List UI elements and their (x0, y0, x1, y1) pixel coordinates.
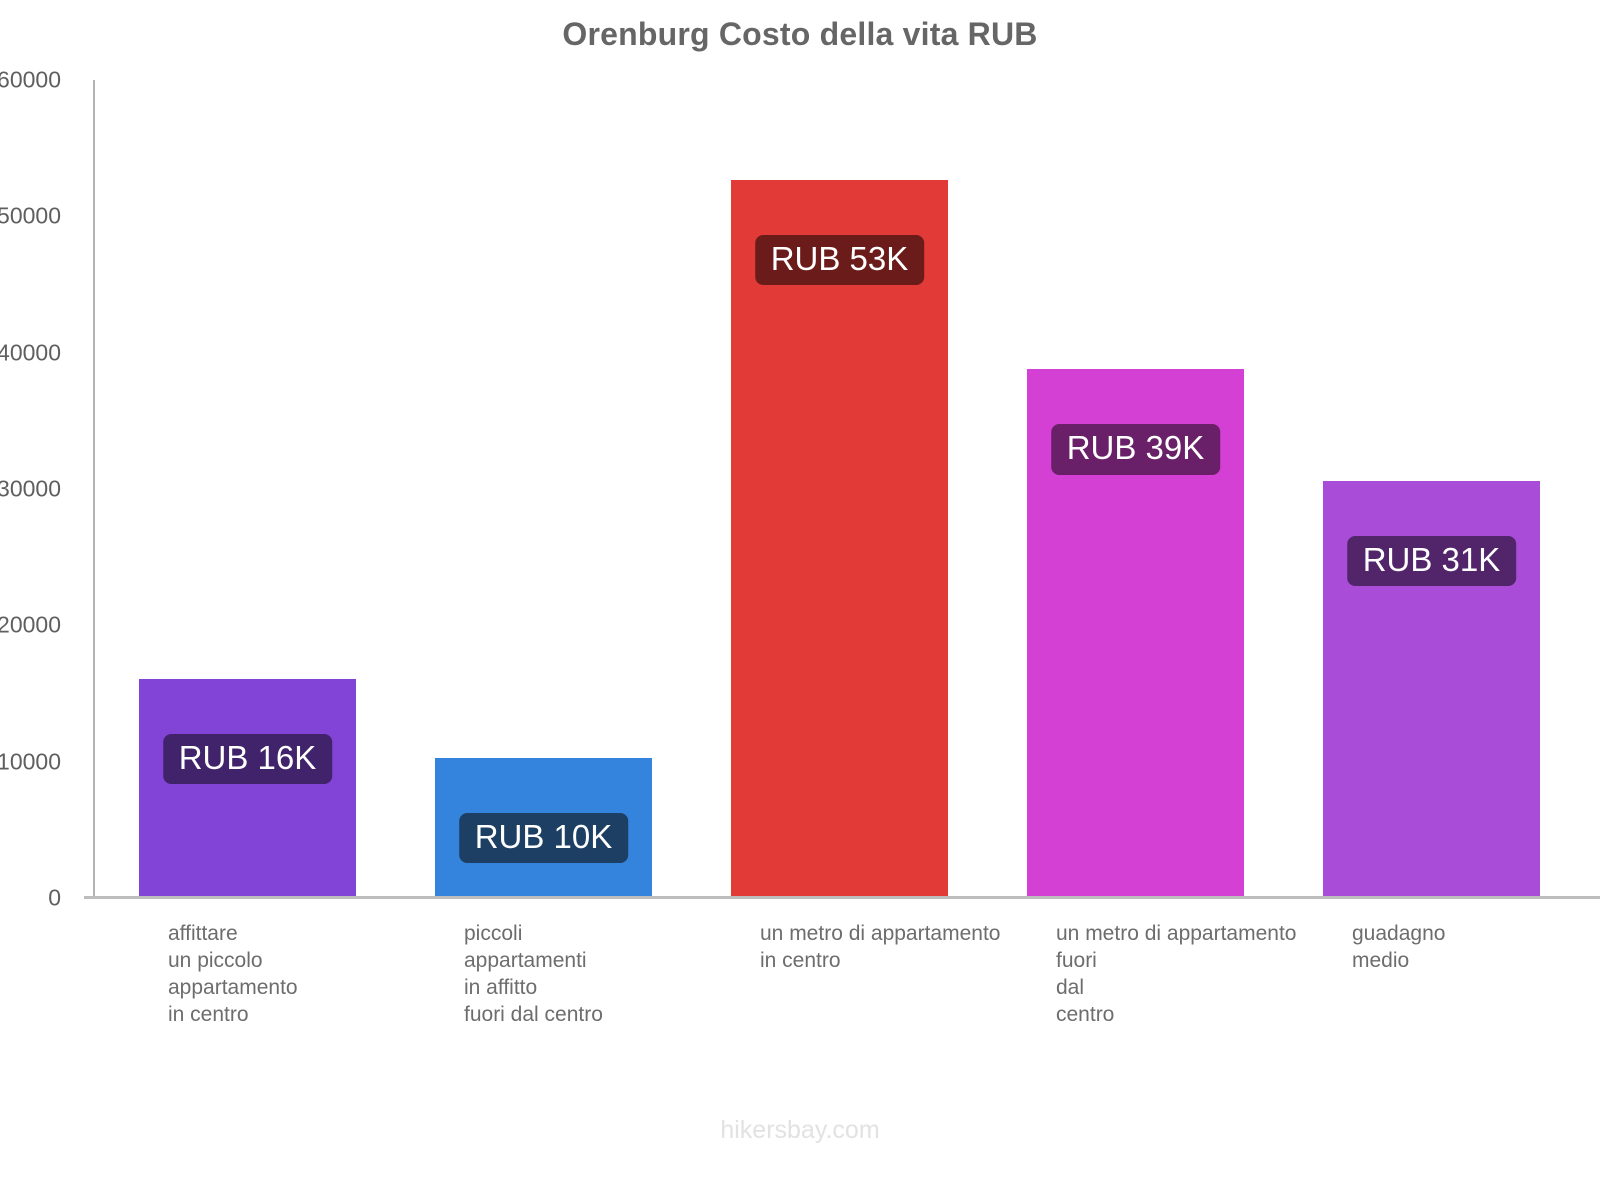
bar[interactable]: RUB 16K (139, 678, 356, 898)
bar-value-label: RUB 31K (1346, 535, 1517, 587)
category-label: piccoli appartamenti in affitto fuori da… (464, 922, 603, 1026)
y-axis-tick-label: 30000 (0, 475, 61, 502)
plot-area: 0 10000 20000 30000 40000 50000 60000 RUB 16K RU… (0, 67, 1573, 911)
footer-credit: hikersbay.com (720, 1116, 880, 1144)
bar-value-label: RUB 39K (1050, 424, 1221, 475)
y-axis-tick-label: 0 (48, 884, 61, 911)
bar-value-label: RUB 16K (162, 733, 333, 785)
y-axis-tick-label: 60000 (0, 66, 61, 93)
y-axis-tick-label: 50000 (0, 202, 61, 229)
category-label: un metro di appartamento in centro (760, 922, 1001, 972)
bar[interactable]: RUB 31K (1323, 480, 1540, 898)
bar[interactable]: RUB 53K (731, 179, 948, 898)
y-axis-line (93, 80, 95, 898)
category-label: guadagno medio (1352, 922, 1446, 972)
category-label: un metro di appartamento fuori dal centr… (1056, 922, 1297, 1026)
x-axis-line (84, 896, 1600, 899)
bar-value-label: RUB 53K (754, 234, 925, 286)
y-axis-tick-label: 20000 (0, 611, 61, 638)
bar-value-label: RUB 10K (458, 812, 629, 864)
y-axis-tick-label: 10000 (0, 748, 61, 775)
bar[interactable]: RUB 10K (435, 757, 652, 898)
chart-title: Orenburg Costo della vita RUB (562, 16, 1038, 52)
y-axis-tick-label: 40000 (0, 339, 61, 366)
category-label: affittare un piccolo appartamento in cen… (168, 922, 298, 1026)
bar[interactable]: RUB 39K (1027, 369, 1244, 898)
